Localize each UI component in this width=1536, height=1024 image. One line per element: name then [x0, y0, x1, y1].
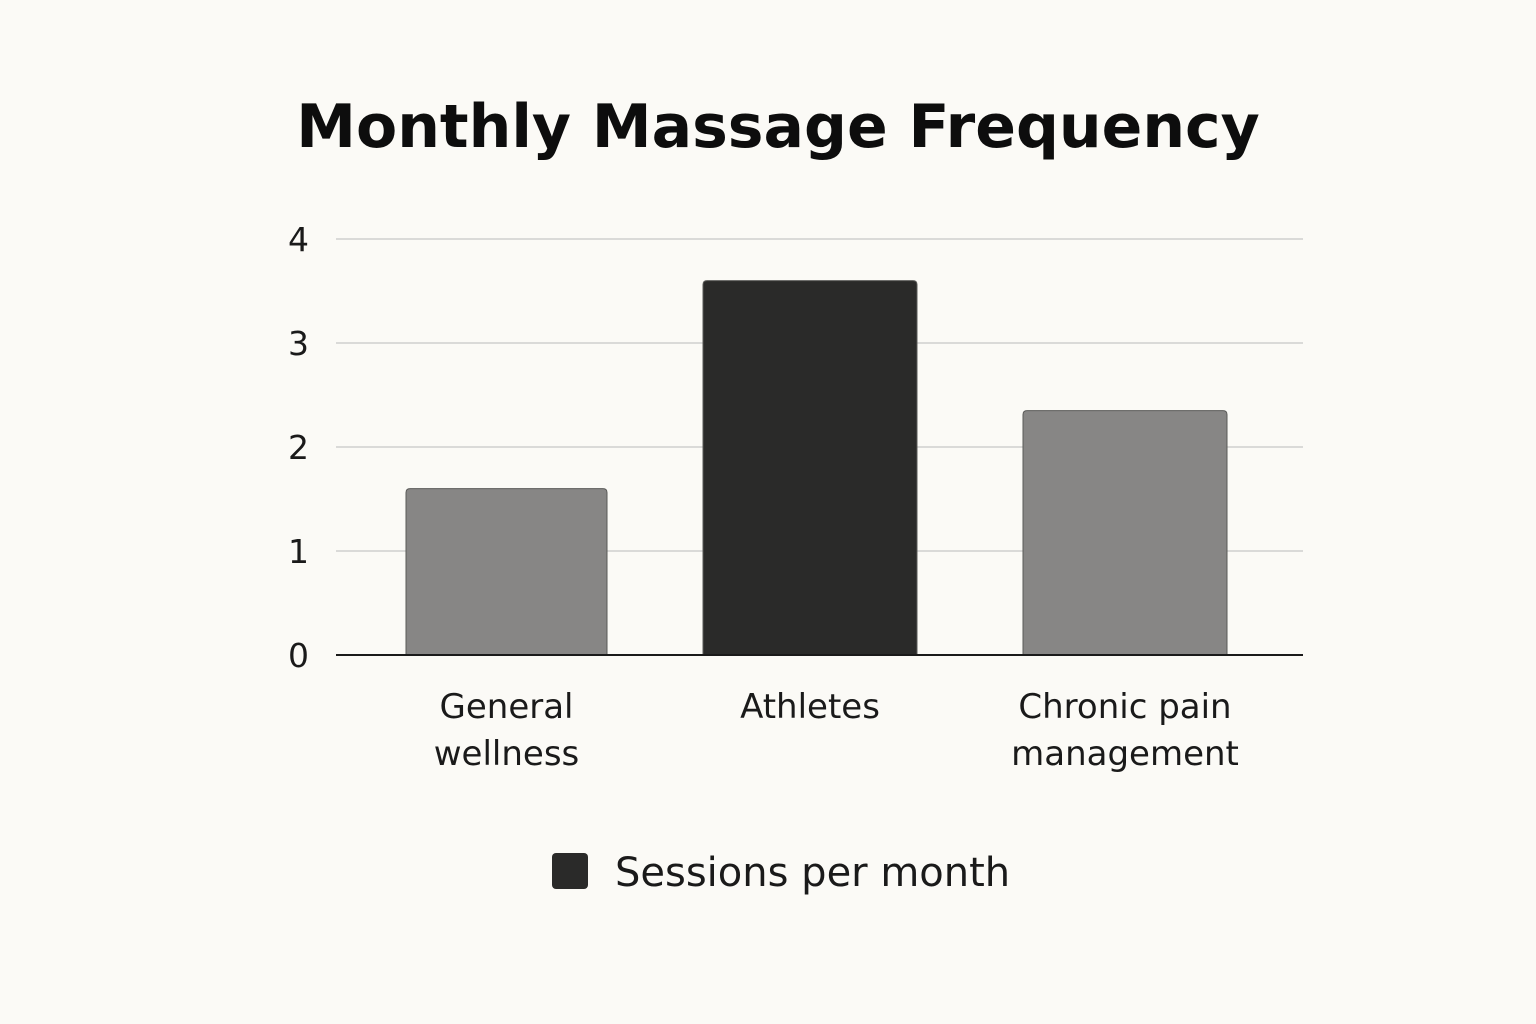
chart-title: Monthly Massage Frequency	[296, 92, 1259, 162]
x-tick-label: wellness	[434, 734, 580, 774]
y-tick-label: 3	[288, 324, 309, 363]
y-axis-ticks: 0 1 2 3 4	[288, 220, 309, 675]
x-tick-label: management	[1011, 734, 1239, 774]
x-tick-label: Athletes	[740, 687, 880, 727]
legend-label: Sessions per month	[615, 850, 1010, 896]
bar-general-wellness	[405, 488, 608, 656]
legend: Sessions per month	[552, 850, 1010, 896]
y-tick-label: 0	[288, 636, 309, 675]
x-tick-label: General	[440, 687, 574, 727]
legend-swatch	[552, 853, 588, 889]
x-tick-label: Chronic pain	[1018, 687, 1231, 727]
bars	[405, 280, 1228, 656]
bar-chronic-pain-management	[1022, 410, 1228, 656]
y-tick-label: 2	[288, 428, 309, 467]
y-tick-label: 1	[288, 532, 309, 571]
y-tick-label: 4	[288, 220, 309, 259]
x-axis-categories: General wellness Athletes Chronic pain manag…	[434, 687, 1239, 774]
bar-athletes	[702, 280, 918, 656]
